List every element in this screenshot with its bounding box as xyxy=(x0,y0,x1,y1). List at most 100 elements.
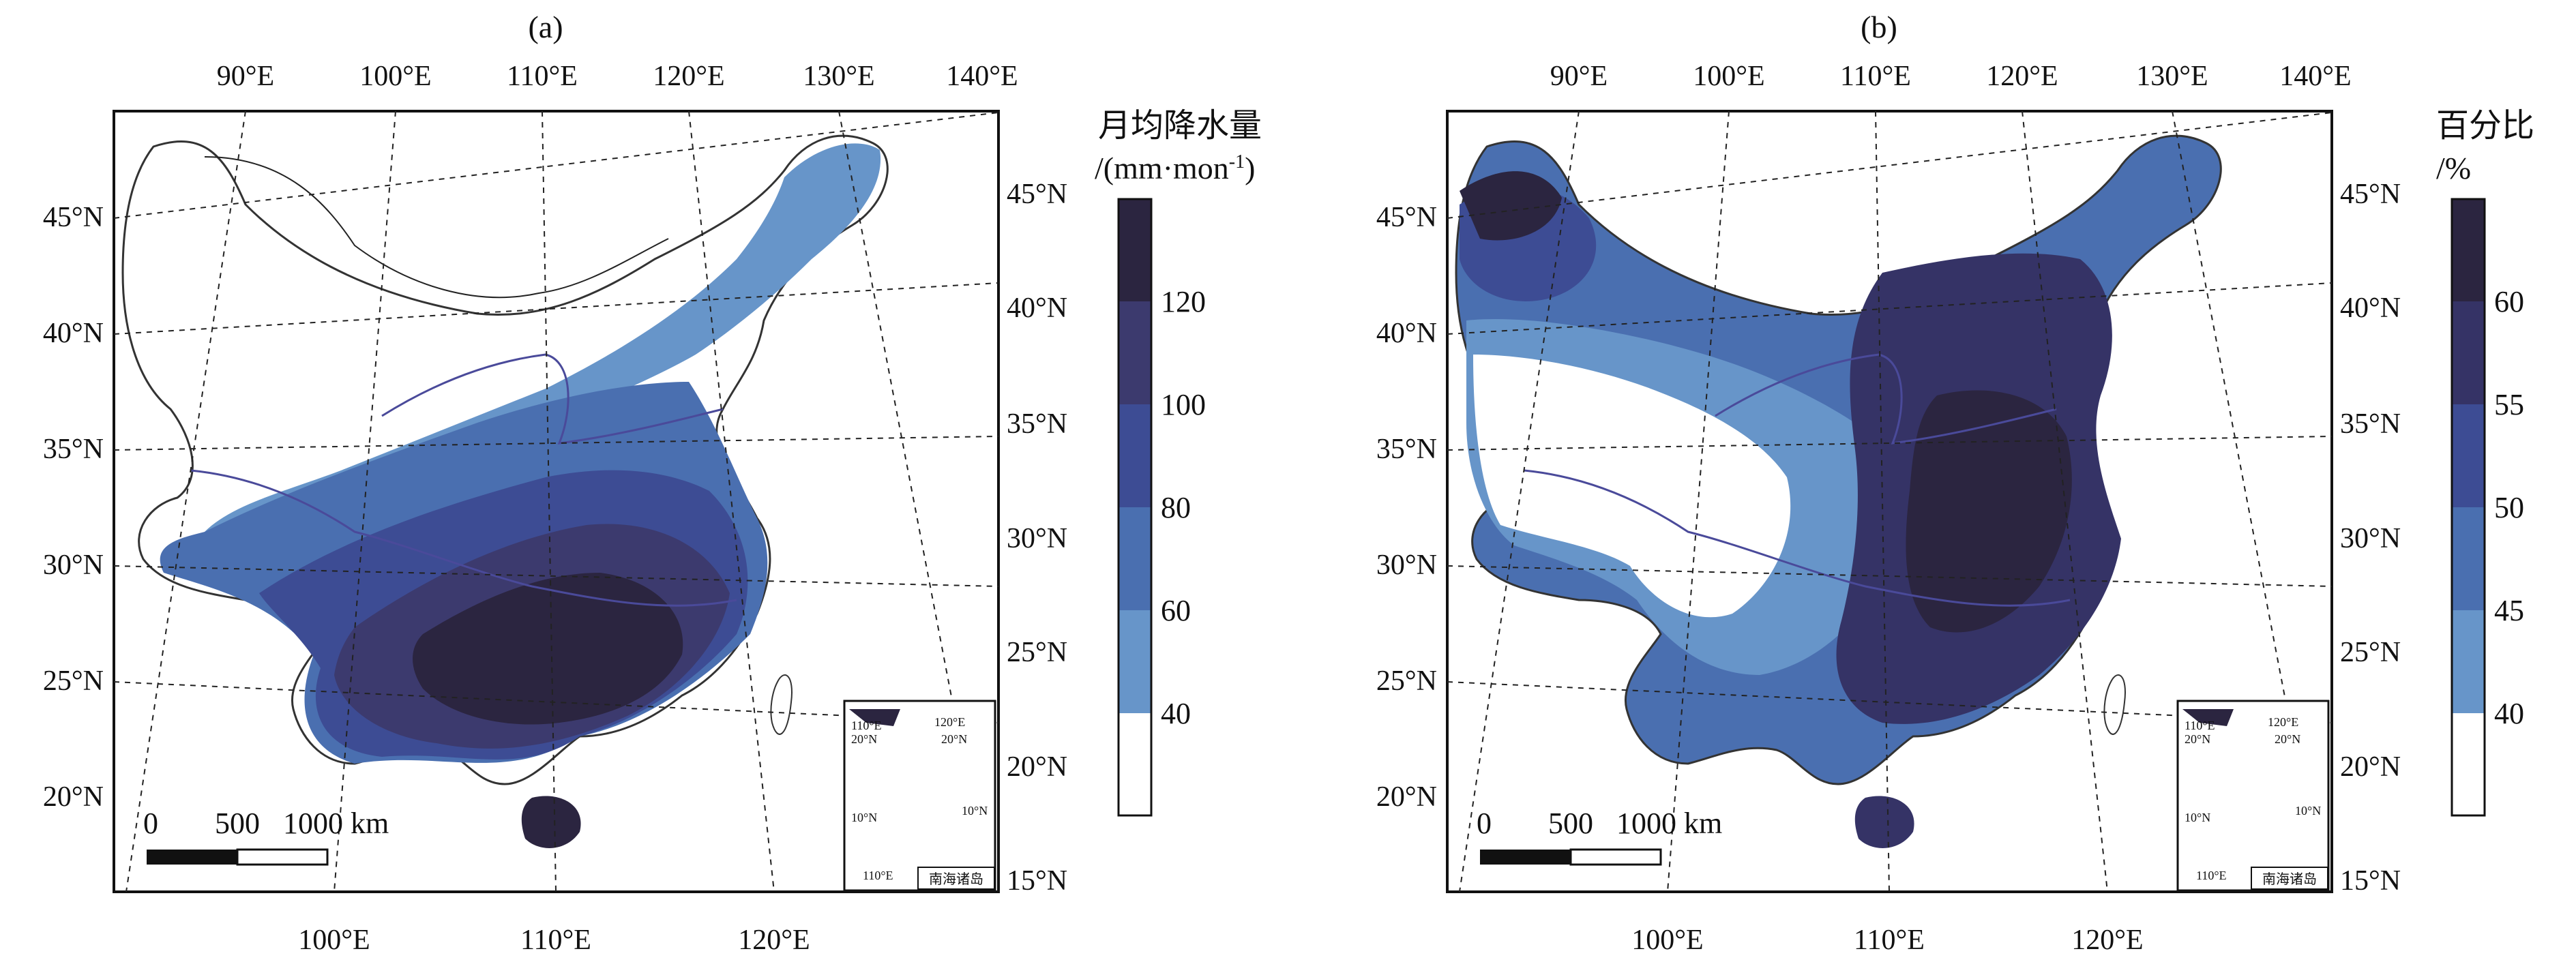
top-lon-tick: 120°E xyxy=(1986,61,2058,92)
inset-caption: 南海诸岛 xyxy=(929,871,983,887)
top-lon-tick: 120°E xyxy=(653,61,724,92)
legend: 百分比 /% 60 55 50 45 40 xyxy=(2436,106,2534,817)
inset-lat-4: 10°N xyxy=(962,804,988,817)
left-lat-tick: 35°N xyxy=(1376,434,1437,465)
right-lat-tick: 25°N xyxy=(2340,637,2401,668)
panel-label: (b) xyxy=(1861,10,1897,44)
top-lon-tick: 100°E xyxy=(359,61,431,92)
left-lat-tick: 40°N xyxy=(1376,318,1437,349)
legend-swatch xyxy=(1119,610,1151,713)
right-lat-tick: 25°N xyxy=(1007,637,1067,668)
inset-lat-1: 20°N xyxy=(2185,732,2210,746)
legend-tick: 120 xyxy=(1161,285,1206,318)
left-lat-tick: 30°N xyxy=(1376,550,1437,581)
top-lon-tick: 110°E xyxy=(1840,61,1911,92)
inset-lat-1: 20°N xyxy=(851,732,877,746)
right-lat-tick: 40°N xyxy=(1007,292,1067,324)
scale-end: 1000 km xyxy=(1616,807,1722,840)
bottom-lon-tick: 100°E xyxy=(1631,925,1703,956)
top-lon-tick: 100°E xyxy=(1693,61,1764,92)
legend-title-line2: /(mm·mon-1) xyxy=(1095,151,1255,185)
left-lat-tick: 25°N xyxy=(1376,665,1437,697)
legend-tick: 60 xyxy=(1161,594,1191,627)
bottom-lon-tick: 100°E xyxy=(298,925,370,956)
inset-lon-3: 110°E xyxy=(863,869,893,882)
top-lon-tick: 90°E xyxy=(217,61,274,92)
right-lat-tick: 20°N xyxy=(2340,751,2401,783)
legend-swatch xyxy=(1119,199,1151,301)
legend-tick: 100 xyxy=(1161,388,1206,421)
bottom-lon-tick: 110°E xyxy=(1854,925,1925,956)
right-lat-tick: 15°N xyxy=(1007,865,1067,897)
right-lat-tick: 45°N xyxy=(1007,179,1067,210)
left-lat-tick: 20°N xyxy=(43,781,104,813)
top-lon-tick: 130°E xyxy=(2136,61,2208,92)
inset-caption: 南海诸岛 xyxy=(2262,871,2317,887)
inset-lat-3: 10°N xyxy=(2185,811,2210,824)
panel-label: (a) xyxy=(528,10,563,44)
top-lon-tick: 110°E xyxy=(507,61,578,92)
left-lat-tick: 20°N xyxy=(1376,781,1437,813)
right-lat-tick: 40°N xyxy=(2340,292,2401,324)
right-lat-tick: 35°N xyxy=(1007,408,1067,440)
left-lat-tick: 45°N xyxy=(43,202,104,233)
scale-mid: 500 xyxy=(1548,807,1593,840)
right-lat-tick: 45°N xyxy=(2340,179,2401,210)
inset-lat-4: 10°N xyxy=(2295,804,2321,817)
inset-map: 110°E 120°E 20°N 20°N 10°N 10°N 110°E 南海… xyxy=(2176,700,2330,892)
inset-lon-2: 120°E xyxy=(2268,715,2298,729)
top-lon-tick: 140°E xyxy=(946,61,1018,92)
inset-lon-1: 110°E xyxy=(2185,719,2215,732)
legend-tick: 80 xyxy=(1161,491,1191,524)
right-lat-tick: 30°N xyxy=(2340,523,2401,554)
left-lat-tick: 35°N xyxy=(43,434,104,465)
scale-bar: 0 500 1000 km xyxy=(143,807,389,866)
legend-swatch xyxy=(2452,199,2485,301)
left-lat-tick: 40°N xyxy=(43,318,104,349)
legend-title-line1: 百分比 xyxy=(2436,106,2534,145)
inset-lon-3: 110°E xyxy=(2196,869,2227,882)
inset-lon-1: 110°E xyxy=(851,719,882,732)
legend-swatch xyxy=(1119,507,1151,610)
scale-mid: 500 xyxy=(215,807,260,840)
legend-swatch xyxy=(1119,404,1151,507)
right-lat-tick: 35°N xyxy=(2340,408,2401,440)
inset-lat-2: 20°N xyxy=(941,732,967,746)
inset-lon-2: 120°E xyxy=(934,715,965,729)
scale-end: 1000 km xyxy=(283,807,389,840)
legend-tick: 40 xyxy=(1161,697,1191,730)
bottom-lon-tick: 120°E xyxy=(738,925,810,956)
legend-tick: 55 xyxy=(2494,388,2524,421)
scale-zero: 0 xyxy=(1477,807,1492,840)
scale-bar: 0 500 1000 km xyxy=(1477,807,1722,866)
top-lon-tick: 140°E xyxy=(2279,61,2351,92)
left-lat-tick: 30°N xyxy=(43,550,104,581)
legend-swatch xyxy=(2452,404,2485,507)
bottom-lon-tick: 110°E xyxy=(520,925,591,956)
legend-tick: 40 xyxy=(2494,697,2524,730)
scale-zero: 0 xyxy=(143,807,158,840)
inset-lat-3: 10°N xyxy=(851,811,877,824)
bottom-lon-tick: 120°E xyxy=(2071,925,2143,956)
legend-swatch xyxy=(1119,301,1151,404)
right-lat-tick: 30°N xyxy=(1007,523,1067,554)
legend-tick: 45 xyxy=(2494,594,2524,627)
legend-tick: 50 xyxy=(2494,491,2524,524)
top-lon-tick: 90°E xyxy=(1550,61,1608,92)
legend-swatch xyxy=(2452,610,2485,713)
legend-swatch xyxy=(2452,507,2485,610)
legend: 月均降水量 /(mm·mon-1) 120 100 80 60 40 xyxy=(1095,106,1262,817)
legend-tick: 60 xyxy=(2494,285,2524,318)
inset-map: 110°E 120°E 20°N 20°N 10°N 10°N 110°E 南海… xyxy=(843,700,996,892)
right-lat-tick: 15°N xyxy=(2340,865,2401,897)
legend-swatch xyxy=(2452,713,2485,815)
left-lat-tick: 45°N xyxy=(1376,202,1437,233)
panel-b: 110°E 120°E 20°N 20°N 10°N 10°N 110°E 南海… xyxy=(1376,10,2534,956)
inset-lat-2: 20°N xyxy=(2275,732,2300,746)
legend-title-line2: /% xyxy=(2436,151,2471,185)
legend-title-line1: 月均降水量 xyxy=(1098,106,1262,145)
panel-a: 110°E 120°E 20°N 20°N 10°N 10°N 110°E 南海… xyxy=(43,10,1262,956)
top-lon-tick: 130°E xyxy=(803,61,874,92)
right-lat-tick: 20°N xyxy=(1007,751,1067,783)
